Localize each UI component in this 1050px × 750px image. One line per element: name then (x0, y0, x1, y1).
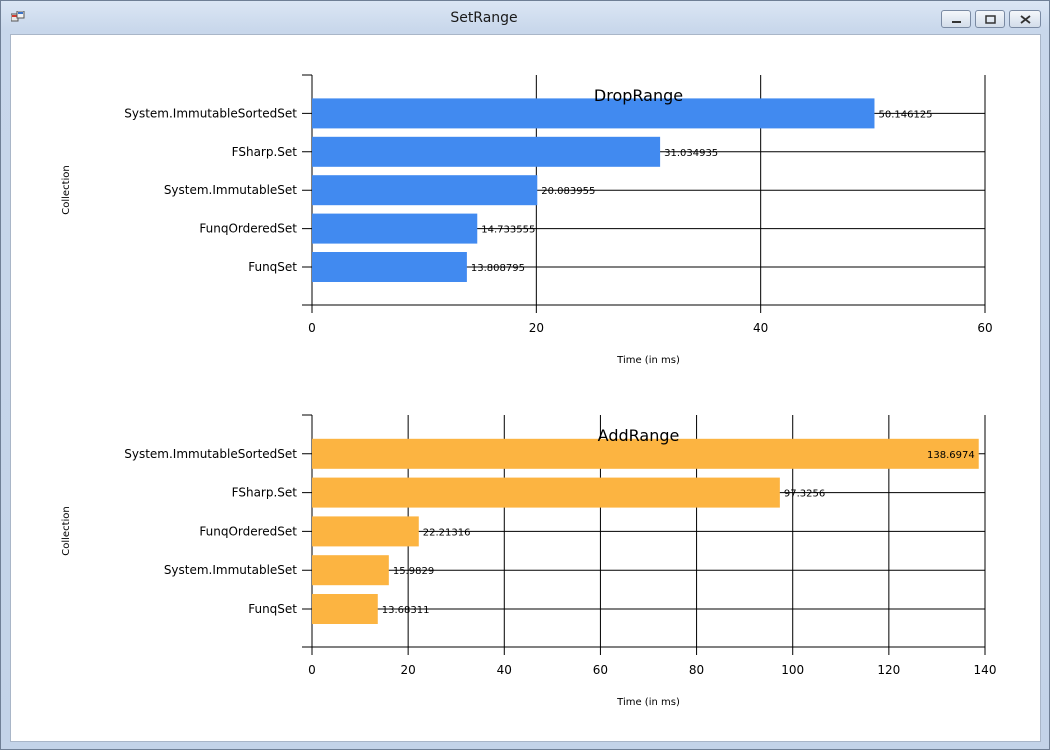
chart1-x-axis-title: Time (in ms) (616, 355, 680, 366)
chart2-data-label: 15.9829 (393, 566, 434, 577)
chart2-data-label: 22.21316 (423, 527, 471, 538)
chart2-y-axis-title: Collection (61, 506, 72, 555)
maximize-button[interactable] (975, 10, 1005, 28)
chart1-data-label: 20.083955 (541, 186, 595, 197)
chart2-data-label: 13.68311 (382, 605, 430, 616)
window-title: SetRange (450, 10, 518, 26)
chart2-category-label: FunqOrderedSet (199, 524, 297, 538)
chart1-bar (312, 98, 875, 129)
chart2-data-label: 138.6974 (927, 450, 975, 461)
chart2-x-tick-label: 140 (974, 663, 997, 677)
close-button[interactable] (1009, 10, 1041, 28)
chart2-x-tick-label: 60 (593, 663, 608, 677)
chart1-data-label: 50.146125 (878, 109, 932, 120)
chart2-bar (312, 438, 979, 469)
chart1-title: DropRange (594, 86, 683, 105)
chart1-category-label: System.ImmutableSet (164, 183, 297, 197)
chart1-data-label: 14.733555 (481, 225, 535, 236)
chart2-bar (312, 555, 389, 586)
chart1-x-tick-label: 40 (753, 321, 768, 335)
chart2-x-tick-label: 100 (781, 663, 804, 677)
chart-area: System.ImmutableSortedSet 50.146125 FSharp… (10, 34, 1041, 742)
chart1-category-label: FunqSet (248, 260, 297, 274)
chart2-x-tick-label: 120 (877, 663, 900, 677)
chart2-category-label: FunqSet (248, 602, 297, 616)
chart1-data-label: 31.034935 (664, 148, 718, 159)
chart2-category-label: System.ImmutableSortedSet (124, 447, 297, 461)
chart1-bar (312, 136, 661, 167)
chart2-x-tick-label: 80 (689, 663, 704, 677)
chart2-category-label: System.ImmutableSet (164, 563, 297, 577)
chart1-x-tick-label: 60 (977, 321, 992, 335)
chart2-x-tick-label: 0 (308, 663, 316, 677)
maximize-icon (985, 15, 996, 24)
chart1-y-axis-title: Collection (61, 165, 72, 214)
chart2-bar (312, 594, 378, 624)
chart1-category-label: System.ImmutableSortedSet (124, 106, 297, 120)
chart1-bar (312, 175, 538, 206)
chart2-x-tick-label: 20 (401, 663, 416, 677)
chart2-x-tick-label: 40 (497, 663, 512, 677)
title-bar[interactable]: SetRange (1, 1, 1049, 35)
winforms-app-icon (11, 11, 25, 22)
chart1-category-label: FunqOrderedSet (199, 222, 297, 236)
chart1-x-tick-label: 0 (308, 321, 316, 335)
chart1-data-label: 13.808795 (471, 263, 525, 274)
minimize-button[interactable] (941, 10, 971, 28)
chart1-bar (312, 213, 478, 244)
chart2-title: AddRange (598, 426, 680, 445)
chart2-category-label: FSharp.Set (232, 486, 298, 500)
chart1-bar (312, 252, 467, 282)
minimize-icon (952, 21, 961, 23)
chart2-x-axis-title: Time (in ms) (616, 697, 680, 708)
chart2-bar (312, 516, 419, 547)
chart1-x-tick-label: 20 (529, 321, 544, 335)
chart-canvas: System.ImmutableSortedSet 50.146125 FSharp… (61, 74, 997, 708)
chart2-data-label: 97.3256 (784, 489, 825, 500)
chart1-category-label: FSharp.Set (232, 145, 298, 159)
close-icon (1020, 15, 1031, 24)
chart2-bar (312, 477, 780, 508)
